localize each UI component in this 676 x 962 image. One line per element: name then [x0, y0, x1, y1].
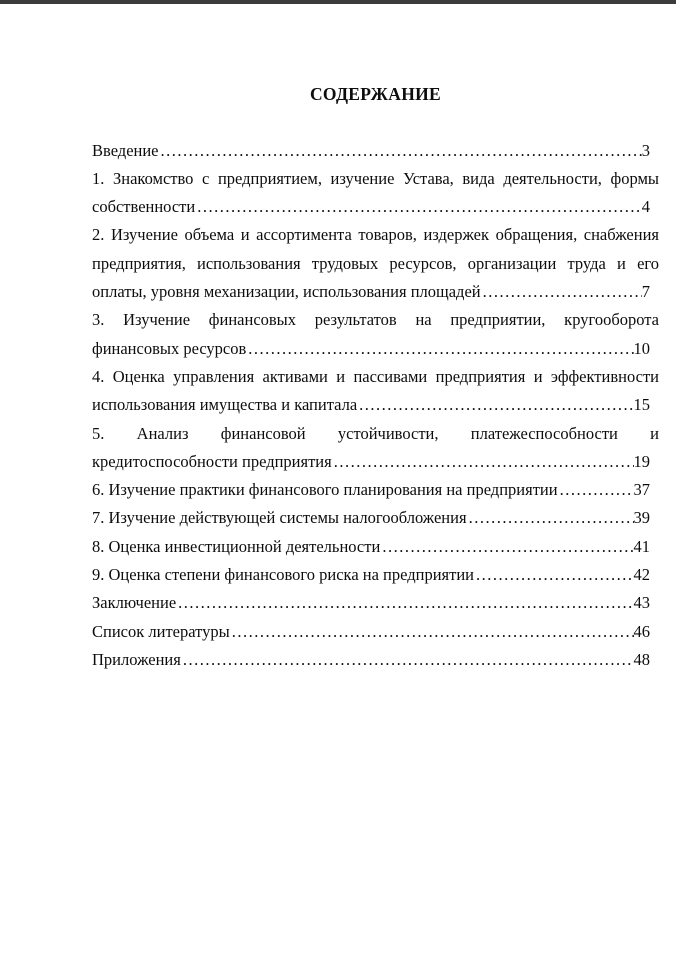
toc-page-number: 48 [633, 649, 651, 669]
toc-entry-text: оплаты, уровня механизации, использовани… [92, 282, 481, 302]
toc-entry-text: Введение [92, 140, 159, 160]
toc-entry-line: 1. Знакомство с предприятием, изучение У… [92, 168, 659, 188]
dot-leader: ........................................… [359, 395, 634, 415]
dot-leader: ........................................… [468, 508, 634, 528]
toc-page-number: 3 [641, 140, 650, 160]
toc-entry-last-line: оплаты, уровня механизации, использовани… [92, 278, 659, 306]
toc-page-number: 41 [633, 536, 651, 556]
toc-entry-text: 7. Изучение действующей системы налогооб… [92, 508, 467, 528]
dot-leader: ........................................… [476, 565, 634, 585]
toc-entry: 8. Оценка инвестиционной деятельности...… [92, 533, 659, 561]
dot-leader: ........................................… [160, 140, 642, 160]
toc-entry-line: 4. Оценка управления активами и пассивам… [92, 366, 659, 386]
toc-entry-last-line: Заключение..............................… [92, 589, 659, 617]
toc-entry-text: кредитоспособности предприятия [92, 451, 332, 471]
toc-entry: Приложения..............................… [92, 646, 659, 674]
dot-leader: ........................................… [248, 338, 633, 358]
toc-entry-last-line: кредитоспособности предприятия..........… [92, 448, 659, 476]
toc-entry: 7. Изучение действующей системы налогооб… [92, 504, 659, 532]
dot-leader: ........................................… [182, 649, 634, 669]
toc-entry: Введение................................… [92, 137, 659, 165]
toc-entry-last-line: использования имущества и капитала......… [92, 391, 659, 419]
toc-entry-last-line: собственности...........................… [92, 193, 659, 221]
toc-entry: 3. Изучение финансовых результатов на пр… [92, 306, 659, 363]
toc-entry-last-line: Введение................................… [92, 137, 659, 165]
toc-entry-last-line: Приложения..............................… [92, 646, 659, 674]
toc-entry-text: финансовых ресурсов [92, 338, 247, 358]
toc-entry-text: 6. Изучение практики финансового планиро… [92, 480, 558, 500]
toc-entry: 9. Оценка степени финансового риска на п… [92, 561, 659, 589]
toc-page-number: 43 [633, 593, 651, 613]
toc-entry-last-line: 6. Изучение практики финансового планиро… [92, 476, 659, 504]
dot-leader: ........................................… [178, 593, 634, 613]
toc-entry-text: собственности [92, 197, 196, 217]
toc-entry: Заключение..............................… [92, 589, 659, 617]
toc-entry-text: Приложения [92, 649, 181, 669]
toc-entry-line: 5. Анализ финансовой устойчивости, плате… [92, 423, 659, 443]
toc-page-number: 37 [633, 480, 651, 500]
dot-leader: ........................................… [559, 480, 634, 500]
toc-entry-text: 9. Оценка степени финансового риска на п… [92, 565, 474, 585]
page-top-border [0, 0, 676, 4]
toc-entry: 2. Изучение объема и ассортимента товаро… [92, 221, 659, 306]
toc-entry: 6. Изучение практики финансового планиро… [92, 476, 659, 504]
page-content: СОДЕРЖАНИЕ Введение.....................… [0, 80, 676, 674]
toc-entry-text: 8. Оценка инвестиционной деятельности [92, 536, 381, 556]
toc-page-number: 7 [641, 282, 650, 302]
toc-page-number: 19 [633, 451, 651, 471]
toc-page-number: 42 [633, 565, 651, 585]
toc-page-number: 46 [633, 621, 651, 641]
toc-entry-line: 2. Изучение объема и ассортимента товаро… [92, 225, 659, 245]
toc-entry-last-line: финансовых ресурсов.....................… [92, 335, 659, 363]
toc-page-number: 10 [633, 338, 651, 358]
dot-leader: ........................................… [231, 621, 634, 641]
toc-entry: 5. Анализ финансовой устойчивости, плате… [92, 420, 659, 477]
toc-entry-last-line: Список литературы.......................… [92, 618, 659, 646]
toc-entry-text: Список литературы [92, 621, 230, 641]
dot-leader: ........................................… [482, 282, 642, 302]
document-page: СОДЕРЖАНИЕ Введение.....................… [0, 0, 676, 674]
toc-entry-last-line: 8. Оценка инвестиционной деятельности...… [92, 533, 659, 561]
dot-leader: ........................................… [197, 197, 642, 217]
toc-entry: 4. Оценка управления активами и пассивам… [92, 363, 659, 420]
toc-page-number: 4 [641, 197, 650, 217]
dot-leader: ........................................… [333, 451, 634, 471]
toc-page-number: 39 [633, 508, 651, 528]
toc-entry-last-line: 9. Оценка степени финансового риска на п… [92, 561, 659, 589]
toc-title: СОДЕРЖАНИЕ [309, 84, 441, 104]
toc-page-number: 15 [633, 395, 651, 415]
toc-entry-line: 3. Изучение финансовых результатов на пр… [92, 310, 659, 330]
toc-list: Введение................................… [92, 137, 659, 675]
toc-entry: Список литературы.......................… [92, 618, 659, 646]
toc-entry-text: Заключение [92, 593, 177, 613]
toc-entry-last-line: 7. Изучение действующей системы налогооб… [92, 504, 659, 532]
dot-leader: ........................................… [382, 536, 633, 556]
toc-entry: 1. Знакомство с предприятием, изучение У… [92, 165, 659, 222]
toc-entry-line: предприятия, использования трудовых ресу… [92, 253, 659, 273]
toc-entry-text: использования имущества и капитала [92, 395, 358, 415]
